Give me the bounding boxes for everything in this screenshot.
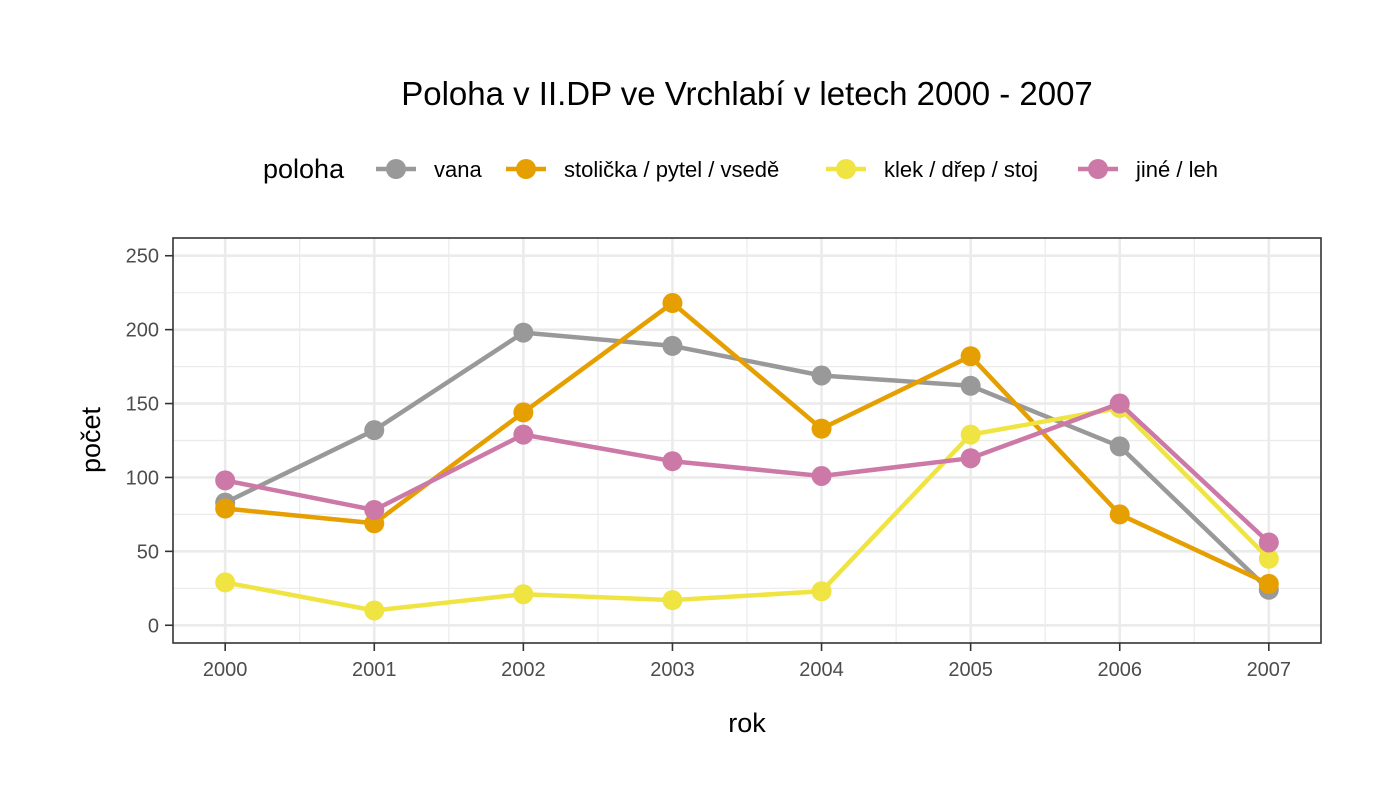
x-tick-label: 2003 — [650, 659, 695, 681]
data-point — [960, 346, 981, 367]
x-tick-label: 2001 — [352, 659, 397, 681]
data-point — [513, 402, 534, 423]
data-point — [811, 581, 832, 602]
data-point — [513, 584, 534, 605]
data-point — [960, 424, 981, 445]
legend-key-point — [1088, 159, 1108, 179]
x-tick-label: 2006 — [1097, 659, 1142, 681]
data-point — [1258, 573, 1279, 594]
data-point — [662, 451, 683, 472]
y-tick-label: 150 — [126, 394, 159, 416]
x-tick-label: 2005 — [948, 659, 993, 681]
legend-title: poloha — [263, 154, 345, 184]
data-point — [513, 322, 534, 343]
data-point — [215, 498, 236, 519]
legend-key-point — [836, 159, 856, 179]
data-point — [960, 375, 981, 396]
legend-label: jiné / leh — [1135, 157, 1218, 182]
legend-key-point — [386, 159, 406, 179]
series-layer — [215, 293, 1279, 621]
chart-title: Poloha v II.DP ve Vrchlabí v letech 2000… — [401, 75, 1093, 112]
data-point — [960, 448, 981, 469]
x-tick-label: 2007 — [1247, 659, 1292, 681]
data-point — [1109, 436, 1130, 457]
x-tick-label: 2004 — [799, 659, 844, 681]
data-point — [513, 424, 534, 445]
legend-item: stolička / pytel / vsedě — [506, 157, 779, 182]
y-tick-label: 250 — [126, 246, 159, 268]
series-0 — [215, 322, 1279, 600]
series-line — [222, 300, 1272, 587]
x-tick-label: 2002 — [501, 659, 546, 681]
x-tick-label: 2000 — [203, 659, 248, 681]
legend: poloha vana stolička / pytel / vsedě klek … — [263, 154, 1218, 184]
legend-item: klek / dřep / stoj — [826, 157, 1038, 182]
data-point — [1258, 548, 1279, 569]
series-line — [222, 330, 1272, 593]
x-axis-title: rok — [728, 708, 766, 738]
y-tick-label: 0 — [148, 615, 159, 637]
series-3 — [215, 393, 1279, 553]
plot-area — [172, 237, 1322, 644]
y-tick-label: 100 — [126, 467, 159, 489]
data-point — [1109, 393, 1130, 414]
data-point — [364, 600, 385, 621]
data-point — [1258, 532, 1279, 553]
legend-label: stolička / pytel / vsedě — [564, 157, 779, 182]
legend-label: vana — [434, 157, 482, 182]
legend-label: klek / dřep / stoj — [884, 157, 1038, 182]
data-point — [811, 465, 832, 486]
data-point — [215, 572, 236, 593]
x-axis: 2000 2001 2002 2003 2004 2005 2006 2007 — [203, 643, 1291, 681]
legend-item: jiné / leh — [1078, 157, 1218, 182]
data-point — [364, 420, 385, 441]
data-point — [811, 365, 832, 386]
data-point — [364, 499, 385, 520]
y-tick-label: 50 — [137, 541, 159, 563]
series-line — [222, 401, 1272, 545]
data-point — [662, 293, 683, 314]
y-tick-label: 200 — [126, 320, 159, 342]
data-point — [662, 335, 683, 356]
y-axis: 0 50 100 150 200 250 — [126, 246, 173, 637]
data-point — [1109, 504, 1130, 525]
legend-key-point — [516, 159, 536, 179]
legend-item: vana — [376, 157, 482, 182]
data-point — [811, 418, 832, 439]
data-point — [215, 470, 236, 491]
panel-border — [172, 237, 1322, 644]
y-axis-title: počet — [76, 406, 106, 473]
data-point — [662, 590, 683, 611]
